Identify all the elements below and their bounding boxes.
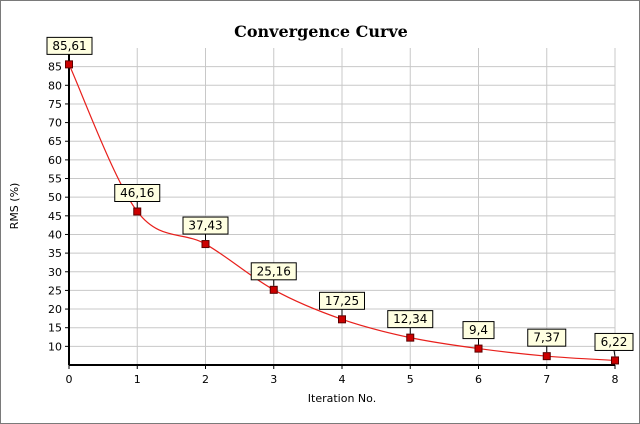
x-tick-label: 8 <box>612 373 619 386</box>
y-tick-label: 10 <box>48 340 62 353</box>
x-tick-label: 1 <box>134 373 141 386</box>
data-label-box <box>527 328 567 347</box>
y-tick-label: 15 <box>48 322 62 335</box>
data-label: 6,22 <box>601 335 628 349</box>
y-tick-label: 65 <box>48 135 62 148</box>
data-label: 46,16 <box>120 186 154 200</box>
data-label-connector <box>68 54 70 61</box>
y-tick-label: 75 <box>48 98 62 111</box>
x-tick-label: 5 <box>407 373 414 386</box>
data-label: 7,37 <box>533 331 560 345</box>
data-point <box>133 207 142 216</box>
data-label-box <box>250 262 297 281</box>
y-tick-label: 55 <box>48 173 62 186</box>
x-tick-label: 3 <box>270 373 277 386</box>
data-label-connector <box>613 350 616 357</box>
data-point <box>65 60 73 69</box>
data-point <box>611 356 619 365</box>
x-tick-label: 7 <box>543 373 550 386</box>
y-tick-label: 80 <box>48 79 62 92</box>
data-point <box>542 352 551 361</box>
data-label-box <box>182 216 229 235</box>
y-tick-label: 45 <box>48 210 62 223</box>
y-tick-label: 30 <box>48 266 62 279</box>
y-tick-label: 25 <box>48 284 62 297</box>
y-tick-label: 60 <box>48 154 62 167</box>
x-tick-label: 6 <box>475 373 482 386</box>
y-tick-label: 20 <box>48 303 62 316</box>
data-label-box <box>462 321 495 340</box>
x-tick-label: 2 <box>202 373 209 386</box>
data-point <box>269 285 278 294</box>
y-axis-label: RMS (%) <box>8 183 21 230</box>
data-label: 25,16 <box>257 264 291 278</box>
x-axis-label: Iteration No. <box>308 392 376 405</box>
data-label: 37,43 <box>188 219 222 233</box>
data-label-box <box>387 310 434 329</box>
chart-title: Convergence Curve <box>234 22 408 41</box>
x-tick-label: 0 <box>66 373 73 386</box>
y-tick-label: 50 <box>48 191 62 204</box>
y-tick-label: 40 <box>48 228 62 241</box>
data-label: 9,4 <box>469 323 488 337</box>
data-point <box>338 315 346 324</box>
data-label-box <box>114 183 161 202</box>
data-label: 17,25 <box>325 294 359 308</box>
y-tick-label: 35 <box>48 247 62 260</box>
data-label-box <box>46 36 93 55</box>
data-point <box>201 240 210 249</box>
y-tick-label: 70 <box>48 117 62 130</box>
data-point <box>474 344 483 353</box>
y-tick-label: 85 <box>48 61 62 74</box>
data-label-box <box>594 332 634 351</box>
data-label: 85,61 <box>52 39 86 53</box>
data-point <box>406 333 415 342</box>
data-label: 12,34 <box>393 312 427 326</box>
data-label-box <box>319 291 365 310</box>
x-tick-label: 4 <box>339 373 346 386</box>
